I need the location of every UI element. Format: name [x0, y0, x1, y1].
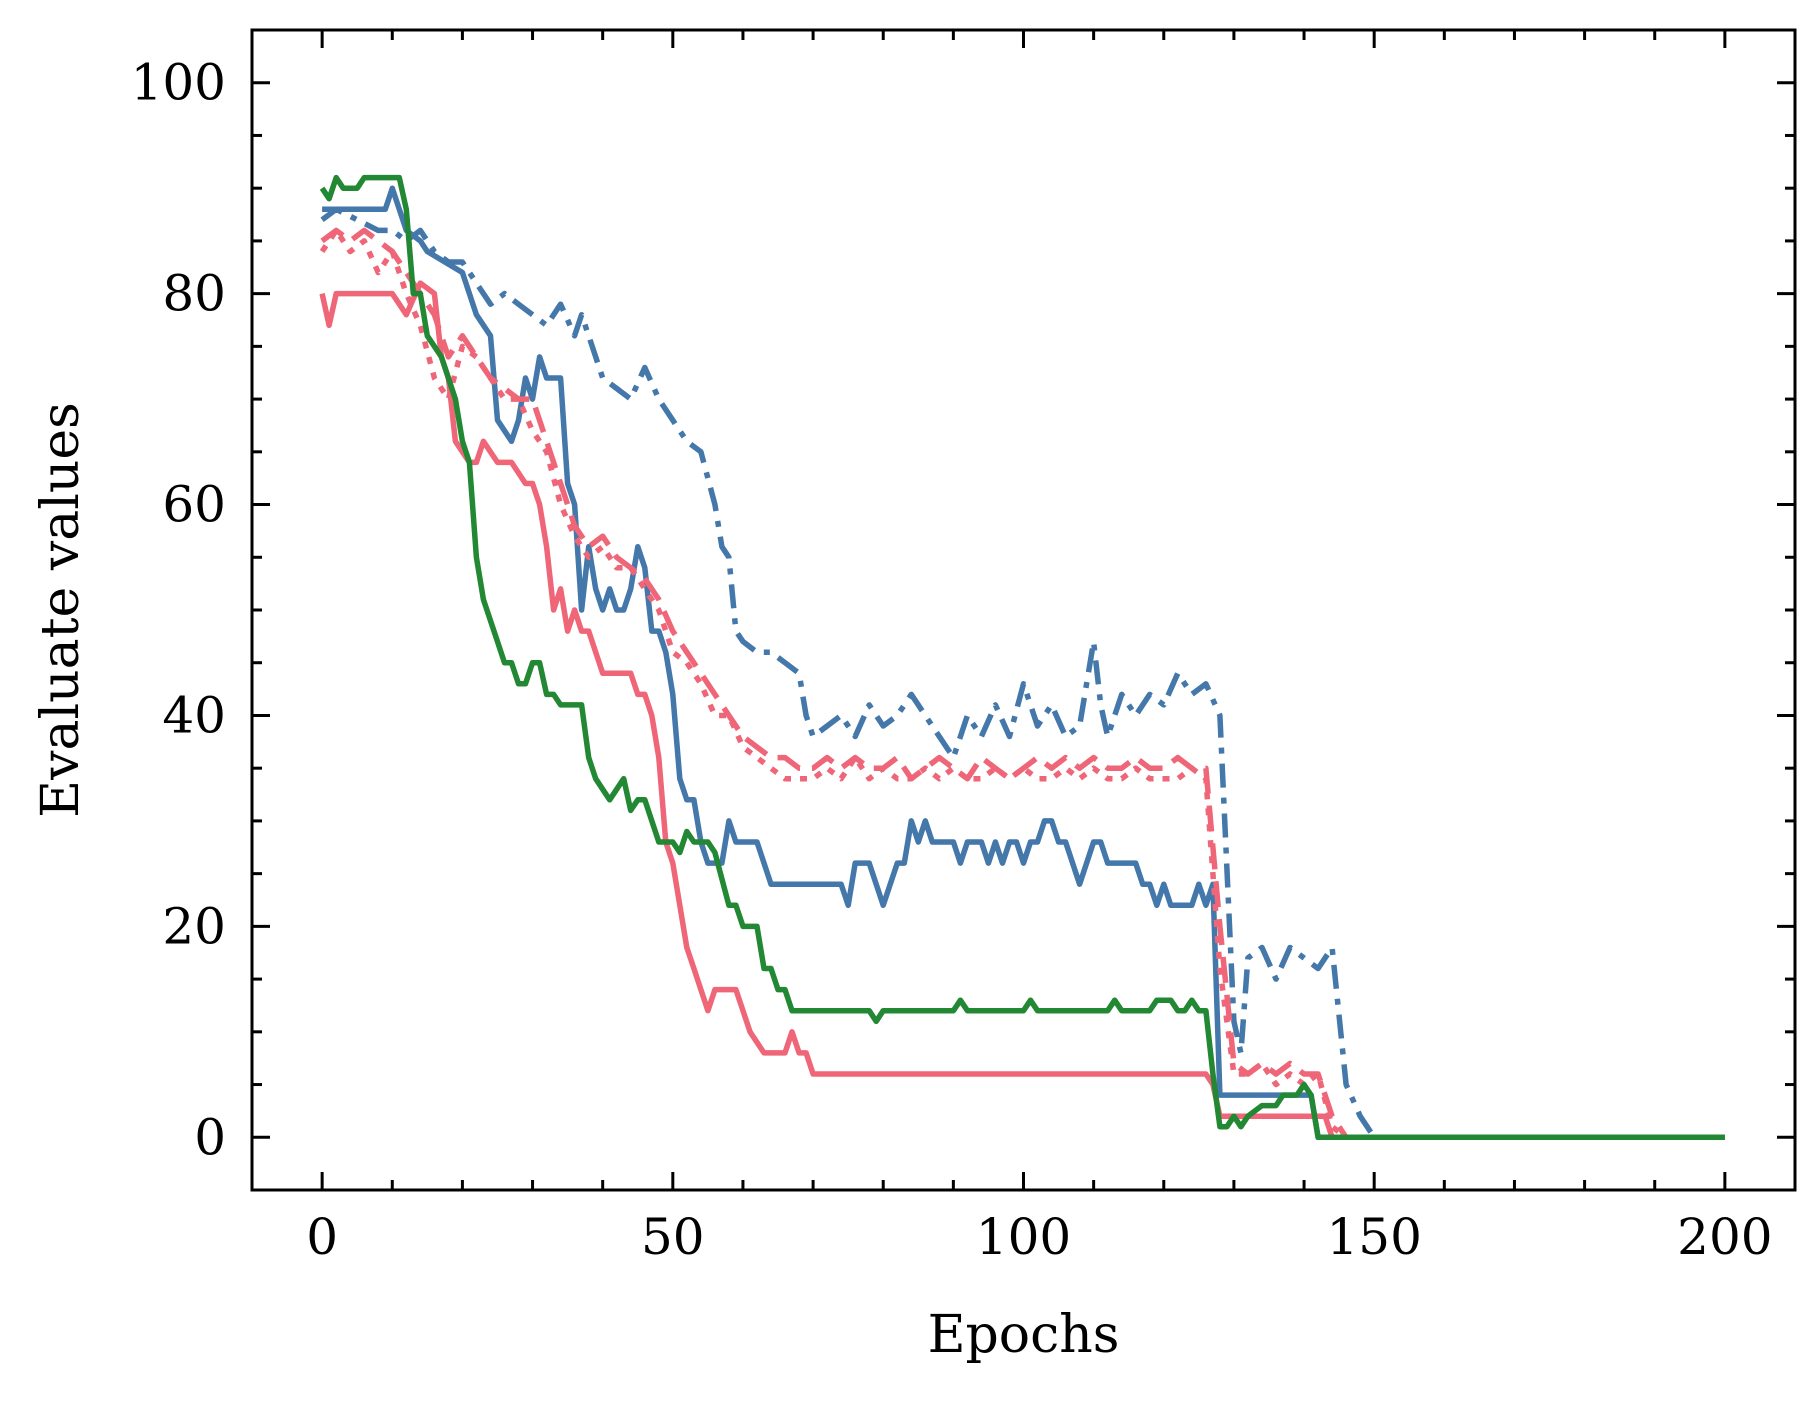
y-tick-label: 60	[162, 476, 226, 534]
x-axis-title: Epochs	[928, 1305, 1120, 1365]
x-tick-label: 0	[306, 1208, 338, 1266]
y-tick-label: 80	[162, 265, 226, 323]
x-tick-label: 200	[1677, 1208, 1772, 1266]
y-tick-label: 20	[162, 897, 226, 955]
series-line-5	[319, 227, 1725, 1141]
tick-labels-layer: 0 50 100 150 200 0 20 40 60 80 100	[131, 54, 1773, 1266]
y-tick-label: 40	[162, 686, 226, 744]
x-tick-label: 100	[976, 1208, 1071, 1266]
series-lines-layer	[319, 174, 1725, 1141]
plot-frame	[250, 28, 1797, 1192]
series-line-2	[320, 206, 1725, 1141]
axis-ticks-layer	[250, 28, 1797, 1192]
x-tick-label: 50	[641, 1208, 705, 1266]
y-axis-title: Evaluate values	[31, 402, 91, 818]
y-tick-label: 0	[194, 1108, 226, 1166]
series-line-6	[319, 174, 1725, 1141]
series-line-1	[322, 185, 1725, 1141]
x-tick-label: 150	[1326, 1208, 1421, 1266]
y-tick-label: 100	[131, 54, 226, 112]
